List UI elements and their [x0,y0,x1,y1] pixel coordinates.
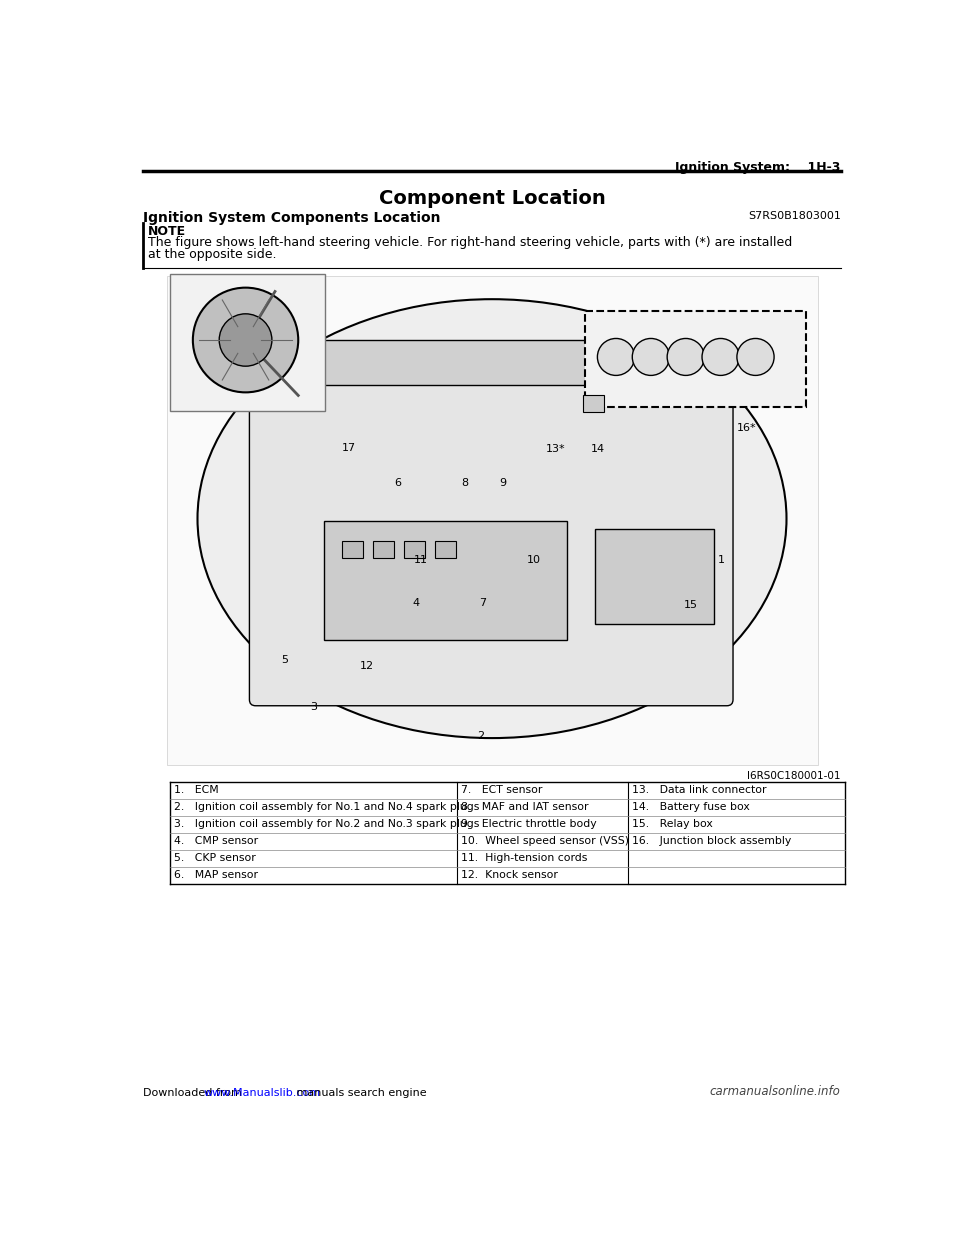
Text: 4: 4 [413,599,420,609]
Circle shape [737,339,774,375]
FancyBboxPatch shape [343,542,363,558]
Circle shape [193,288,299,392]
Circle shape [597,339,635,375]
Text: 15: 15 [684,600,697,610]
Text: 3.   Ignition coil assembly for No.2 and No.3 spark plugs: 3. Ignition coil assembly for No.2 and N… [175,820,480,830]
Circle shape [702,339,739,375]
Text: 7.   ECT sensor: 7. ECT sensor [461,785,542,795]
Text: 11.  High-tension cords: 11. High-tension cords [461,853,588,863]
Text: 14: 14 [590,445,605,455]
FancyBboxPatch shape [585,310,805,407]
FancyBboxPatch shape [436,542,456,558]
Text: 11: 11 [414,555,428,565]
FancyBboxPatch shape [583,395,604,411]
Text: 2: 2 [477,730,484,740]
FancyBboxPatch shape [324,520,567,640]
Text: 9.   Electric throttle body: 9. Electric throttle body [461,820,596,830]
Text: 15.   Relay box: 15. Relay box [632,820,712,830]
Text: 16*: 16* [736,422,756,432]
Circle shape [667,339,705,375]
Text: 1.   ECM: 1. ECM [175,785,219,795]
Text: Downloaded from: Downloaded from [143,1088,246,1098]
Text: 17: 17 [342,443,356,453]
Text: 9: 9 [499,478,507,488]
Text: 6: 6 [394,478,401,488]
Text: 10.  Wheel speed sensor (VSS): 10. Wheel speed sensor (VSS) [461,836,629,846]
Text: 12.  Knock sensor: 12. Knock sensor [461,871,558,881]
FancyBboxPatch shape [373,542,394,558]
Text: 3: 3 [310,702,317,712]
Text: 13.   Data link connector: 13. Data link connector [632,785,766,795]
Text: 13*: 13* [545,445,565,455]
Text: 10: 10 [527,555,540,565]
Text: 1: 1 [718,555,725,565]
Text: NOTE: NOTE [148,225,186,238]
Text: at the opposite side.: at the opposite side. [148,247,276,261]
FancyBboxPatch shape [166,276,818,765]
FancyBboxPatch shape [293,340,621,385]
FancyBboxPatch shape [595,529,714,625]
Text: 8.   MAF and IAT sensor: 8. MAF and IAT sensor [461,802,588,812]
Text: 14.   Battery fuse box: 14. Battery fuse box [632,802,749,812]
Text: Ignition System Components Location: Ignition System Components Location [143,211,441,225]
Text: I6RS0C180001-01: I6RS0C180001-01 [747,771,841,781]
Ellipse shape [198,299,786,738]
Text: carmanualsonline.info: carmanualsonline.info [709,1086,841,1098]
Text: 5.   CKP sensor: 5. CKP sensor [175,853,256,863]
Circle shape [633,339,669,375]
FancyBboxPatch shape [250,343,733,705]
Text: 2.   Ignition coil assembly for No.1 and No.4 spark plugs: 2. Ignition coil assembly for No.1 and N… [175,802,480,812]
FancyBboxPatch shape [170,273,325,411]
Text: The figure shows left-hand steering vehicle. For right-hand steering vehicle, pa: The figure shows left-hand steering vehi… [148,236,792,250]
Text: 7: 7 [479,599,487,609]
Text: manuals search engine: manuals search engine [293,1088,426,1098]
Circle shape [219,314,272,366]
Text: 4.   CMP sensor: 4. CMP sensor [175,836,258,846]
Text: 12: 12 [359,662,373,672]
Text: 5: 5 [281,656,289,666]
FancyBboxPatch shape [404,542,424,558]
Text: www.Manualslib.com: www.Manualslib.com [204,1088,321,1098]
Text: Component Location: Component Location [378,189,606,209]
Text: 6.   MAP sensor: 6. MAP sensor [175,871,258,881]
Text: 8: 8 [462,478,468,488]
Text: Ignition System:    1H-3: Ignition System: 1H-3 [676,161,841,174]
Text: S7RS0B1803001: S7RS0B1803001 [748,211,841,221]
Text: 16.   Junction block assembly: 16. Junction block assembly [632,836,791,846]
